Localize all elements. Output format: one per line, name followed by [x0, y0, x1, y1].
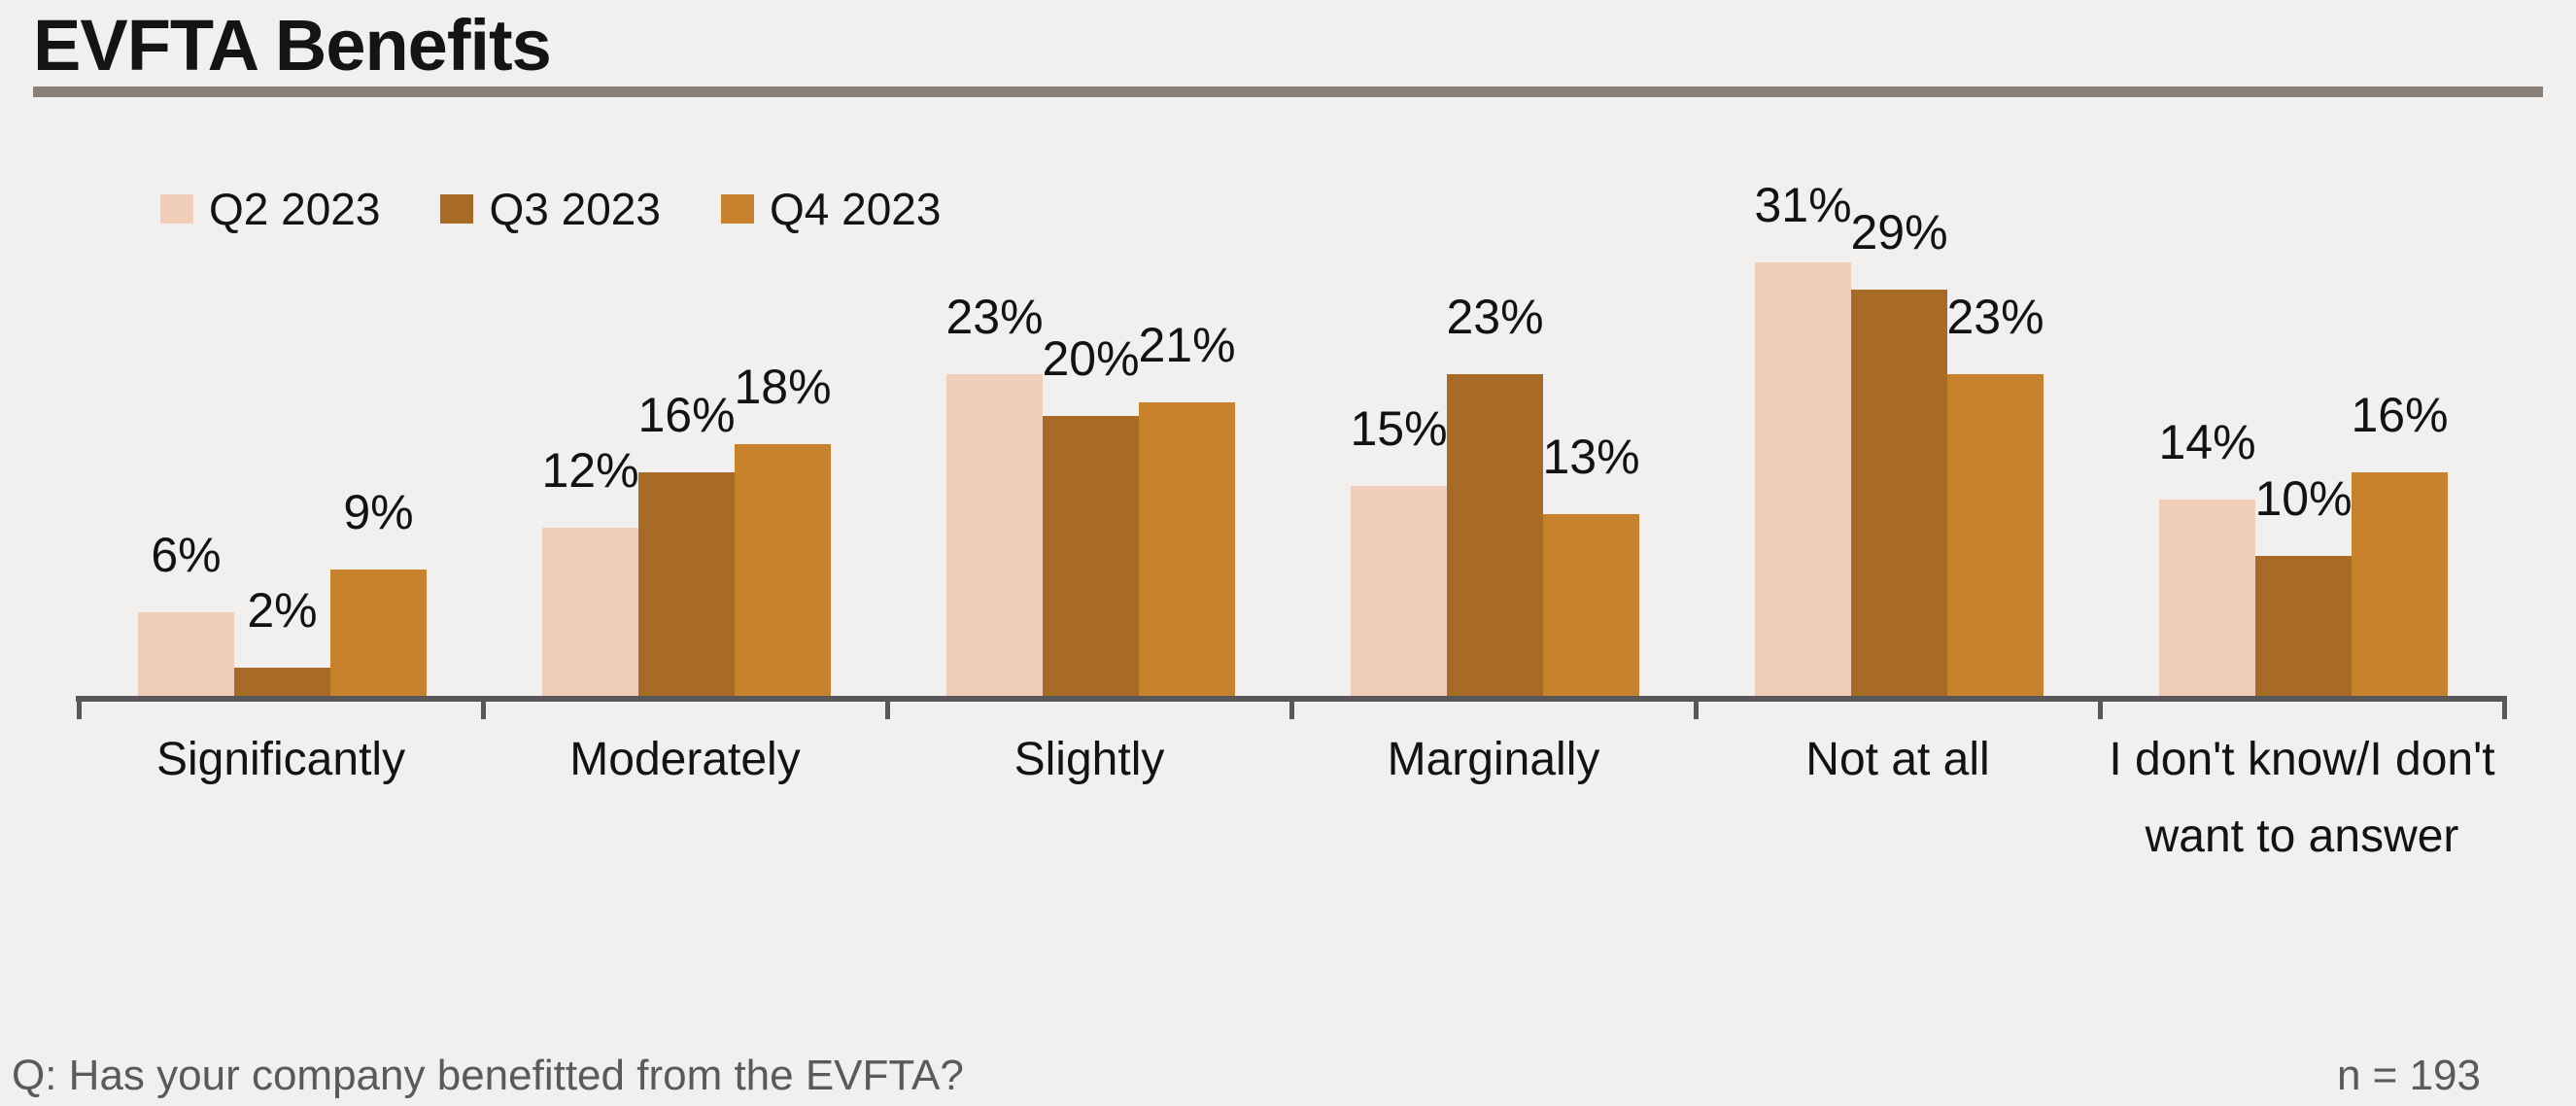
x-axis-tick — [2098, 696, 2103, 719]
bar — [234, 668, 330, 696]
bar-value-label: 23% — [1446, 290, 1544, 344]
legend-item: Q3 2023 — [440, 183, 661, 235]
legend-swatch-icon — [440, 194, 474, 224]
bar-value-label: 18% — [734, 360, 832, 414]
bar-value-label: 2% — [247, 583, 318, 638]
bar — [330, 570, 427, 696]
bar — [1139, 402, 1235, 696]
bar — [2255, 556, 2352, 696]
bar-group: 23% 20% 21% — [887, 0, 1291, 696]
bar-value-label: 6% — [151, 528, 222, 582]
bar — [138, 612, 234, 696]
x-axis-tick — [77, 696, 82, 719]
x-axis-tick — [1694, 696, 1699, 719]
bar — [1351, 486, 1447, 696]
bar-value-label: 12% — [541, 443, 639, 498]
legend-swatch-icon — [720, 194, 754, 224]
bar — [1043, 416, 1139, 696]
bar-value-label: 13% — [1542, 430, 1640, 484]
title-divider — [33, 86, 2543, 97]
page-title: EVFTA Benefits — [33, 5, 552, 86]
bar-value-label: 21% — [1138, 318, 1236, 372]
sample-size-text: n = 193 — [2336, 1052, 2481, 1099]
x-axis-tick — [2502, 696, 2507, 719]
bar — [1755, 262, 1851, 696]
bar — [2352, 472, 2448, 696]
bar — [1947, 374, 2044, 696]
bar-group: 14% 10% 16% — [2100, 0, 2504, 696]
legend-item: Q4 2023 — [720, 183, 942, 235]
bar-chart-plot-area: 6% 2% 9% 12% 16% 18% 23% 20% 21% 15% 23% 13% 31% 29% 2… — [76, 0, 2507, 719]
bar — [2159, 500, 2255, 696]
bar-value-label: 23% — [1946, 290, 2044, 344]
category-label: I don't know/I don't want to answer — [2109, 734, 2495, 863]
bar — [638, 472, 735, 696]
bar-value-label: 16% — [2351, 388, 2449, 442]
legend-item: Q2 2023 — [160, 183, 380, 235]
x-axis-tick — [885, 696, 890, 719]
bar — [1543, 514, 1639, 696]
bar-value-label: 16% — [637, 388, 736, 442]
bar-group: 12% 16% 18% — [483, 0, 887, 696]
bar-group: 15% 23% 13% — [1291, 0, 1696, 696]
bar-value-label: 31% — [1754, 178, 1852, 232]
chart-legend: Q2 2023 Q3 2023 Q4 2023 — [160, 183, 942, 235]
bar-value-label: 15% — [1350, 401, 1448, 456]
bar-value-label: 14% — [2158, 415, 2256, 469]
bar-group: 6% 2% 9% — [79, 0, 483, 696]
category-label: Significantly — [155, 734, 406, 785]
bar-value-label: 20% — [1042, 331, 1140, 386]
bar-value-label: 29% — [1850, 205, 1948, 259]
category-label: Marginally — [1387, 734, 1600, 785]
legend-label: Q2 2023 — [209, 184, 381, 234]
bar-value-label: 9% — [343, 485, 414, 539]
category-label: Slightly — [1013, 734, 1165, 785]
legend-label: Q3 2023 — [489, 184, 661, 234]
legend-label: Q4 2023 — [769, 184, 942, 234]
bar-value-label: 23% — [945, 290, 1044, 344]
x-axis-tick — [1289, 696, 1294, 719]
legend-swatch-icon — [160, 194, 193, 224]
bar — [1851, 290, 1947, 696]
survey-question-text: Q: Has your company benefitted from the … — [12, 1052, 964, 1099]
category-label: Not at all — [1805, 734, 1990, 785]
bar — [946, 374, 1043, 696]
bar — [542, 528, 638, 696]
bar-value-label: 10% — [2254, 471, 2353, 526]
bar — [735, 444, 831, 696]
bar — [1447, 374, 1543, 696]
x-axis-tick — [481, 696, 486, 719]
category-label: Moderately — [569, 734, 801, 785]
bar-group: 31% 29% 23% — [1696, 0, 2100, 696]
